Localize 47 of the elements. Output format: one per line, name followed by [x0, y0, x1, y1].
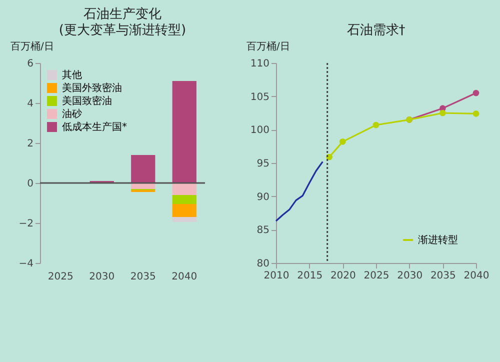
- y-tick-label: 80: [256, 258, 270, 270]
- x-tick-label: 2030: [397, 270, 423, 282]
- y-axis-title: 百万桶/日: [246, 40, 290, 52]
- y-tick-label: 95: [256, 158, 270, 170]
- legend-label: 美国致密油: [62, 95, 112, 107]
- legend-label: 美国外致密油: [62, 82, 122, 94]
- x-tick-label: 2030: [89, 272, 115, 282]
- x-tick-label: 2010: [264, 270, 290, 282]
- point: [440, 110, 446, 116]
- y-tick-label: 6: [27, 58, 34, 70]
- line-series: [275, 160, 324, 222]
- y-tick-label: 100: [250, 125, 270, 136]
- point: [340, 138, 346, 145]
- y-tick-label: 105: [250, 92, 270, 103]
- y-tick-label: 90: [256, 192, 270, 203]
- point: [472, 110, 480, 117]
- x-tick-label: 2025: [48, 272, 74, 282]
- x-tick-label: 2015: [297, 270, 323, 282]
- legend-label: 其他: [62, 69, 82, 81]
- x-tick-label: 2020: [330, 270, 356, 282]
- y-axis-title: 百万桶/日: [10, 40, 54, 52]
- point: [472, 90, 480, 96]
- y-tick-label: 110: [250, 58, 270, 70]
- chart-title: 石油生产变化: [84, 7, 162, 22]
- x-tick-label: 2025: [364, 270, 390, 282]
- y-tick-label: 85: [256, 225, 270, 236]
- y-tick-label: 0: [27, 178, 34, 190]
- bar: [172, 81, 196, 183]
- bar: [172, 183, 196, 195]
- y-tick-label: −4: [18, 258, 34, 270]
- bar: [131, 155, 156, 183]
- chart-title: 石油需求†: [346, 23, 406, 38]
- y-tick-label: −2: [18, 218, 34, 230]
- legend-label: 渐进转型: [418, 234, 458, 246]
- bar: [172, 195, 196, 204]
- legend-label: 油砂: [62, 108, 82, 120]
- x-tick-label: 2040: [172, 272, 198, 282]
- y-tick-label: 4: [27, 98, 34, 110]
- x-tick-label: 2035: [130, 272, 156, 282]
- bar: [172, 204, 196, 217]
- chart-subtitle: (更大变革与渐进转型): [58, 23, 186, 38]
- x-tick-label: 2035: [430, 270, 456, 282]
- x-tick-label: 2040: [464, 270, 490, 282]
- bar: [172, 217, 196, 222]
- legend-label: 低成本生产国*: [62, 121, 127, 133]
- y-tick-label: 2: [27, 138, 34, 150]
- point: [372, 122, 380, 128]
